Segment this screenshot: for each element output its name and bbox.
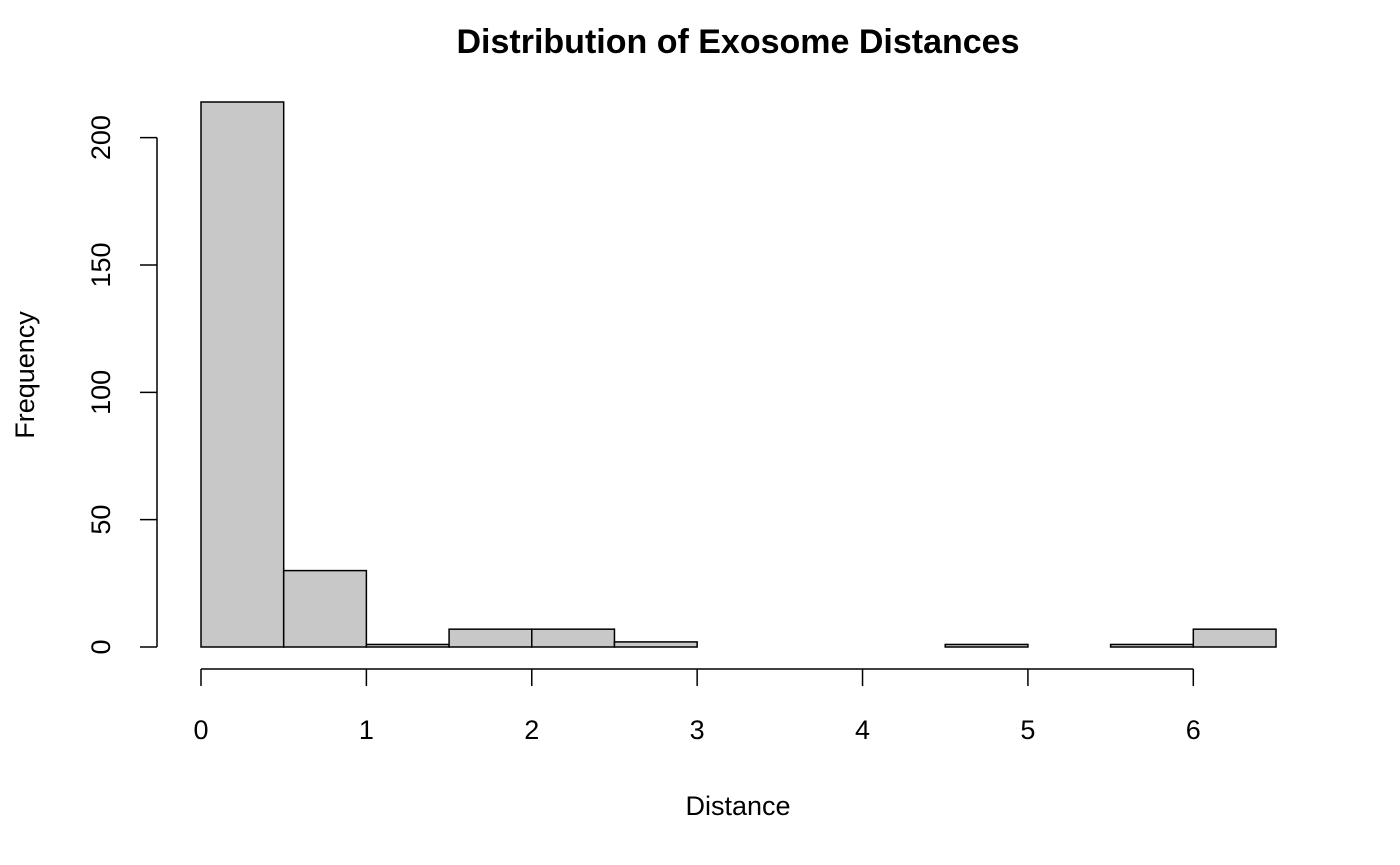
histogram-bar (282, 569, 368, 648)
histogram-bar (1192, 628, 1277, 648)
x-tick-label: 4 (855, 715, 870, 745)
y-tick-label: 150 (86, 242, 116, 287)
y-tick-label: 200 (86, 115, 116, 160)
x-tick-label: 1 (359, 715, 374, 745)
histogram-bar (944, 643, 1029, 648)
chart-title: Distribution of Exosome Distances (457, 23, 1020, 61)
histogram-bar (200, 101, 285, 648)
x-tick-label: 0 (193, 715, 208, 745)
histogram-bar (1109, 643, 1195, 648)
histogram-bar (531, 628, 616, 648)
bars-group (200, 101, 1277, 648)
x-axis: 0 1 2 3 4 5 6 (193, 668, 1201, 745)
y-axis-label: Frequency (10, 311, 40, 439)
y-axis: 0 50 100 150 200 (86, 115, 158, 655)
histogram-bar (365, 643, 450, 648)
y-tick-label: 100 (86, 370, 116, 415)
x-tick-label: 5 (1020, 715, 1035, 745)
x-axis-label: Distance (685, 791, 790, 821)
x-tick-label: 3 (690, 715, 705, 745)
y-tick-label: 0 (86, 639, 116, 654)
x-tick-label: 6 (1186, 715, 1201, 745)
x-tick-label: 2 (524, 715, 539, 745)
histogram-bar (613, 641, 698, 648)
y-tick-label: 50 (86, 505, 116, 535)
histogram-bar (448, 628, 533, 648)
